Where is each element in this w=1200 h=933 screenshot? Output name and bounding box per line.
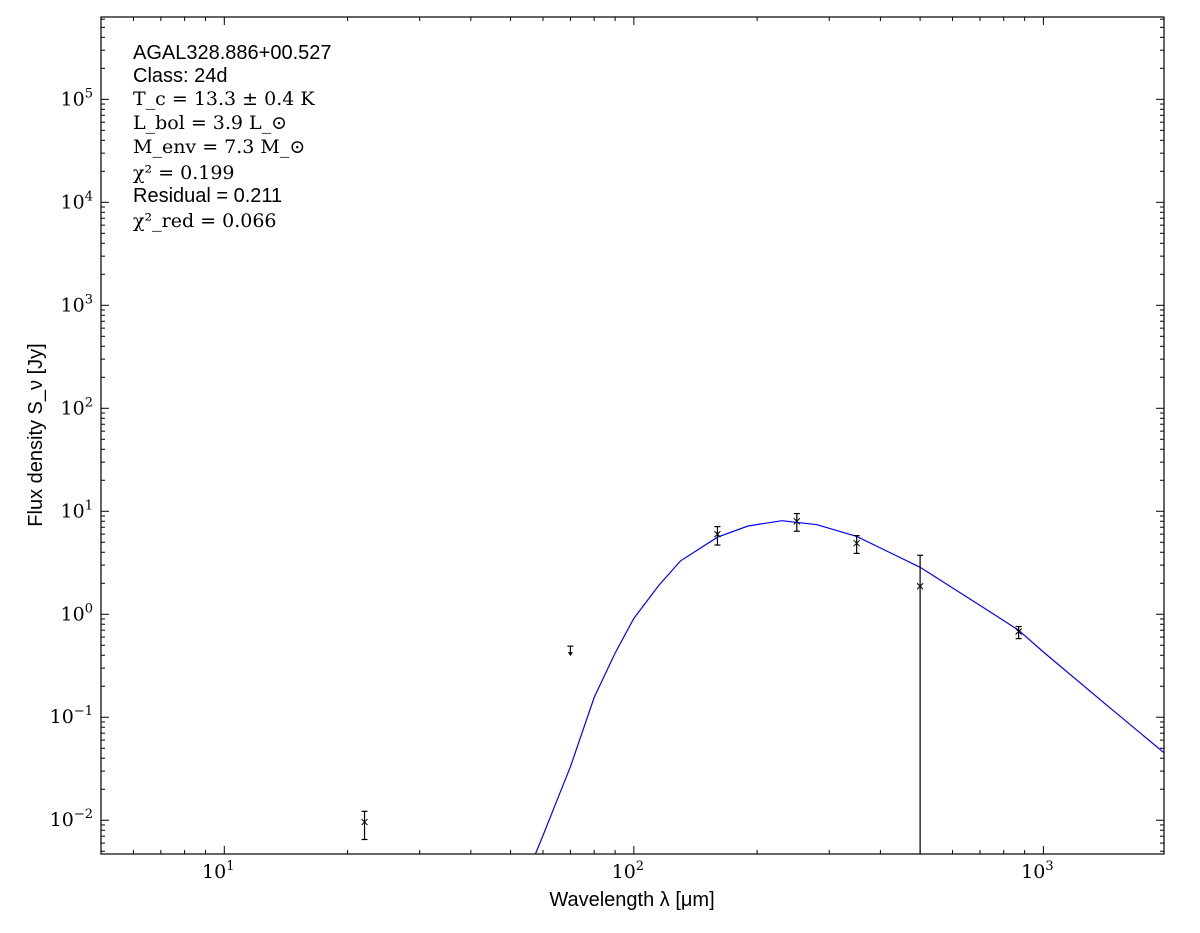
y-tick-label: 10−1 — [50, 704, 93, 728]
x-marker — [361, 818, 368, 826]
x-tick-label: 102 — [612, 859, 644, 883]
upper-limit-point — [567, 645, 574, 657]
data-point — [793, 512, 801, 532]
tc-label: T_c = 13.3 ± 0.4 K — [133, 88, 315, 110]
data-point — [916, 554, 924, 854]
menv-label: M_env = 7.3 M_⊙ — [133, 136, 305, 158]
y-tick-label: 102 — [61, 395, 93, 419]
lbol-label: L_bol = 3.9 L_⊙ — [133, 112, 287, 134]
data-point — [853, 535, 861, 554]
source-name: AGAL328.886+00.527 — [133, 42, 332, 64]
model-curve — [534, 520, 1164, 854]
class-label: Class: 24d — [133, 65, 228, 87]
x-axis-label: Wavelength λ [μm] — [549, 889, 714, 911]
y-tick-label: 101 — [61, 498, 93, 522]
chi2-label: χ² = 0.199 — [133, 162, 235, 184]
annotation-block: AGAL328.886+00.527 Class: 24d T_c = 13.3… — [133, 42, 332, 232]
y-tick-label: 105 — [61, 86, 93, 110]
x-tick-label: 103 — [1021, 859, 1053, 883]
data-point — [714, 525, 721, 546]
y-tick-label: 103 — [61, 292, 93, 316]
x-marker — [714, 530, 721, 538]
x-marker — [853, 539, 861, 547]
x-marker — [1015, 628, 1022, 635]
y-axis-label: Flux density S_ν [Jy] — [25, 343, 47, 526]
residual-label: Residual = 0.211 — [133, 185, 282, 207]
y-tick-label: 100 — [61, 601, 93, 625]
y-tick-label: 104 — [61, 189, 93, 213]
data-point — [361, 810, 368, 841]
chi2red-label: χ²_red = 0.066 — [133, 210, 277, 232]
data-point — [1015, 625, 1022, 640]
y-tick-label: 10−2 — [50, 807, 93, 831]
x-marker — [916, 582, 924, 590]
x-tick-label: 101 — [202, 859, 234, 883]
plot-frame — [100, 16, 1165, 855]
x-marker — [793, 517, 801, 525]
